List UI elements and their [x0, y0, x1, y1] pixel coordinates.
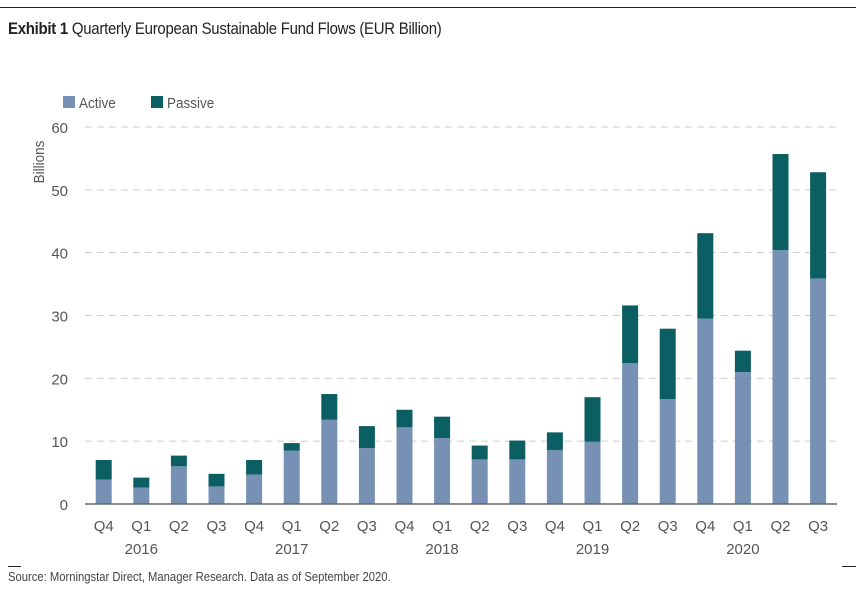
x-tick-label: Q1	[733, 518, 753, 535]
legend: Active Passive	[63, 95, 214, 112]
bar-passive	[546, 432, 563, 450]
source-note: Source: Morningstar Direct, Manager Rese…	[8, 570, 391, 584]
bar-passive	[246, 460, 263, 475]
x-tick-label: Q3	[357, 518, 377, 535]
bar-active	[659, 399, 676, 504]
bar-passive	[734, 350, 751, 373]
bar-passive	[697, 233, 714, 319]
bar-active	[734, 372, 751, 504]
bar-passive	[283, 443, 300, 451]
bar-active	[95, 479, 112, 504]
bar-active	[434, 438, 451, 504]
x-tick-label: Q2	[319, 518, 339, 535]
bar-active	[810, 278, 827, 504]
y-tick-label: 40	[51, 246, 68, 263]
chart-title: Exhibit 1 Quarterly European Sustainable…	[8, 19, 442, 39]
bar-passive	[358, 426, 375, 449]
x-tick-label: Q3	[808, 518, 828, 535]
x-tick-label: Q4	[545, 518, 565, 535]
y-tick-label: 50	[51, 183, 68, 200]
footer-rule	[8, 566, 21, 567]
bar-passive	[321, 394, 338, 420]
top-rule	[0, 7, 856, 8]
bar-passive	[208, 473, 225, 487]
bar-passive	[584, 397, 601, 442]
title-text: Quarterly European Sustainable Fund Flow…	[71, 19, 442, 38]
bar-passive	[95, 460, 112, 480]
bar-active	[471, 459, 488, 504]
x-tick-label: Q2	[770, 518, 790, 535]
y-axis-label: Billions	[31, 141, 48, 184]
bars	[95, 154, 827, 504]
bar-active	[133, 487, 150, 504]
y-tick-label: 10	[51, 434, 68, 451]
year-label: 2016	[125, 541, 158, 558]
footer-rule-right	[842, 566, 856, 567]
x-tick-label: Q1	[582, 518, 602, 535]
legend-label-passive: Passive	[167, 95, 214, 112]
bar-active	[246, 474, 263, 504]
y-tick-label: 30	[51, 309, 68, 326]
bar-active	[509, 459, 526, 504]
x-tick-label: Q4	[394, 518, 414, 535]
bar-passive	[471, 445, 488, 460]
year-label: 2017	[275, 541, 308, 558]
x-tick-label: Q4	[94, 518, 114, 535]
legend-swatch-passive	[151, 96, 163, 108]
bar-passive	[396, 409, 413, 428]
x-tick-label: Q4	[695, 518, 715, 535]
year-label: 2020	[726, 541, 759, 558]
bar-passive	[170, 455, 187, 467]
x-tick-label: Q4	[244, 518, 264, 535]
bar-passive	[772, 154, 789, 251]
year-labels: 2016 2017 2018 2019 2020	[125, 541, 760, 558]
x-tick-label: Q3	[206, 518, 226, 535]
bar-active	[772, 250, 789, 504]
bar-passive	[810, 172, 827, 279]
year-label: 2019	[576, 541, 609, 558]
exhibit-label: Exhibit 1	[8, 19, 68, 38]
x-tick-label: Q3	[507, 518, 527, 535]
year-label: 2018	[425, 541, 458, 558]
legend-swatch-active	[63, 96, 75, 108]
bar-active	[208, 486, 225, 504]
bar-active	[283, 450, 300, 504]
y-tick-label: 0	[60, 497, 68, 514]
bar-active	[584, 441, 601, 504]
y-tick-label: 60	[51, 120, 68, 137]
bar-active	[622, 363, 639, 504]
bar-passive	[622, 305, 639, 364]
x-tick-label: Q1	[432, 518, 452, 535]
x-tick-labels: Q4 Q1 Q2 Q3 Q4 Q1 Q2 Q3 Q4 Q1 Q2 Q3 Q4 Q1 Q2 Q3 Q4 Q1 Q2 Q3	[94, 518, 828, 535]
bar-passive	[434, 416, 451, 439]
bar-active	[358, 448, 375, 504]
bar-active	[697, 318, 714, 504]
x-tick-label: Q2	[470, 518, 490, 535]
bar-active	[546, 449, 563, 504]
x-tick-label: Q1	[282, 518, 302, 535]
x-tick-label: Q2	[169, 518, 189, 535]
y-tick-labels: 0 10 20 30 40 50 60	[51, 120, 68, 514]
x-tick-label: Q3	[658, 518, 678, 535]
x-tick-label: Q2	[620, 518, 640, 535]
x-tick-label: Q1	[131, 518, 151, 535]
bar-active	[170, 466, 187, 504]
legend-label-active: Active	[79, 95, 116, 112]
bar-passive	[509, 440, 526, 460]
bar-active	[396, 427, 413, 504]
bar-passive	[659, 328, 676, 400]
y-tick-label: 20	[51, 371, 68, 388]
gridlines	[85, 126, 837, 442]
bar-passive	[133, 477, 150, 488]
bar-active	[321, 419, 338, 504]
